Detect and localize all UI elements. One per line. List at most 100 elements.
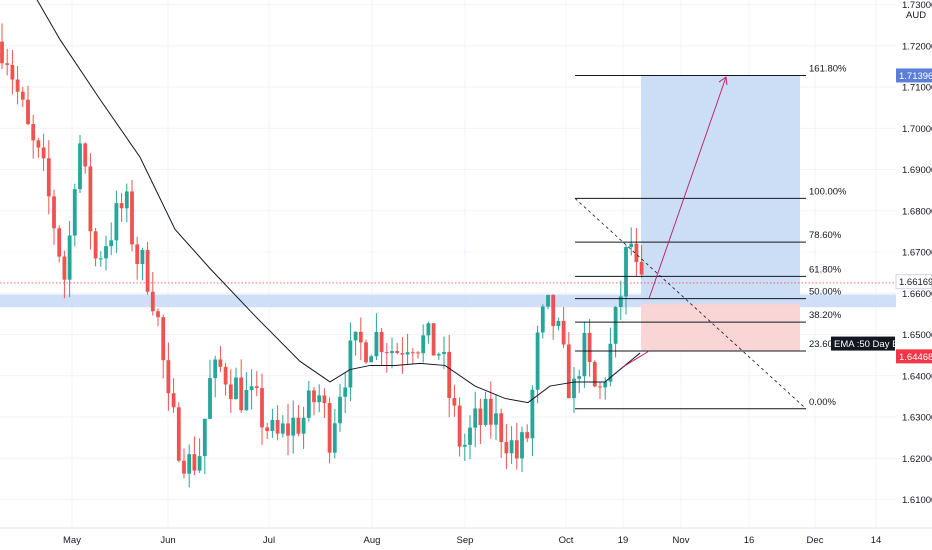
stop-price-value: 1.64468 — [899, 352, 932, 363]
fibonacci-levels[interactable]: 161.80% 100.00% 78.60% 61.80% 50.00% 38.20% 23… — [575, 63, 847, 410]
candle-body — [15, 79, 20, 92]
fib-trend-line — [574, 198, 807, 410]
time-tick-label: Dec — [807, 535, 824, 546]
candle-body — [31, 124, 36, 141]
candle-body — [62, 256, 67, 280]
candle-body — [572, 378, 576, 399]
candle-body — [98, 258, 103, 260]
ema-line — [36, 0, 641, 404]
candle-body — [613, 307, 618, 344]
candle-body — [499, 413, 504, 443]
fib-level-label: 50.00% — [809, 287, 842, 298]
projection-arrow — [648, 76, 727, 299]
time-tick-label: May — [63, 535, 81, 546]
candles — [0, 23, 896, 488]
candle-body — [36, 140, 41, 148]
candle-body — [561, 320, 566, 345]
candle-body — [488, 398, 493, 425]
candle-body — [145, 249, 150, 292]
price-tick-label: 1.63000 — [902, 413, 932, 424]
candle-body — [93, 231, 98, 259]
drawing-zones — [0, 75, 896, 351]
candle-body — [291, 417, 296, 436]
candle-body — [197, 456, 202, 471]
candle-body — [405, 352, 410, 355]
candle-body — [26, 99, 30, 125]
candle-body — [332, 423, 337, 453]
candle-body — [46, 158, 51, 197]
candle-body — [327, 403, 332, 453]
last-price-tag — [895, 274, 932, 290]
target-zone — [641, 75, 800, 304]
price-tick-label: 1.65000 — [902, 330, 932, 341]
candle-body — [72, 189, 77, 236]
time-tick-label: Jul — [263, 535, 275, 546]
candle-body — [57, 228, 62, 257]
candle-body — [182, 460, 186, 474]
candle-body — [457, 405, 462, 447]
ema-pointer-line — [621, 350, 650, 368]
candle-body — [520, 432, 524, 459]
price-tick-label: 1.71000 — [902, 83, 932, 94]
candle-body — [187, 454, 192, 474]
candle-body — [156, 311, 160, 318]
target-price-tag — [896, 68, 932, 83]
candle-body — [504, 442, 509, 454]
fib-level-label: 38.20% — [809, 310, 842, 321]
candle-body — [546, 294, 550, 307]
projection-arrow-head — [718, 76, 728, 86]
candle-body — [390, 351, 394, 354]
candle-body — [343, 387, 348, 397]
candle-body — [426, 323, 431, 336]
candle-body — [540, 306, 545, 333]
candle-body — [104, 246, 108, 259]
candle-body — [384, 352, 389, 354]
stop-zone — [641, 303, 800, 351]
candle-body — [78, 143, 82, 190]
projection-lines — [574, 76, 807, 410]
candle-body — [483, 398, 488, 425]
price-tick-label: 1.70000 — [902, 124, 932, 135]
candle-body — [587, 332, 592, 363]
candle-body — [234, 377, 238, 399]
candle-body — [239, 377, 244, 411]
candle-body — [468, 427, 472, 445]
candle-body — [41, 147, 46, 159]
candle-body — [301, 417, 306, 434]
candle-body — [275, 419, 280, 434]
candle-body — [400, 353, 405, 355]
candle-body — [598, 386, 602, 388]
candle-body — [322, 395, 327, 404]
time-tick-label: 19 — [618, 535, 629, 546]
candle-body — [166, 360, 171, 394]
candle-body — [639, 261, 644, 275]
fib-level-label: 23.60% — [809, 339, 842, 350]
candle-body — [5, 63, 10, 65]
candle-body — [494, 413, 498, 425]
candle-body — [608, 343, 613, 382]
candle-body — [124, 191, 129, 209]
candle-body — [452, 398, 457, 406]
candle-body — [530, 389, 535, 439]
candle-body — [130, 191, 134, 245]
candle-body — [254, 386, 259, 388]
candle-body — [410, 352, 415, 354]
time-axis: May Jun Jul Aug Sep Oct 19 Nov 16 Dec 14 — [0, 527, 932, 546]
price-tick-label: 1.72000 — [902, 41, 932, 52]
candle-body — [592, 362, 597, 387]
candle-body — [525, 432, 530, 439]
candle-body — [369, 356, 374, 363]
candle-body — [312, 390, 316, 403]
price-tick-label: 1.69000 — [902, 165, 932, 176]
candle-body — [192, 454, 197, 471]
fib-level-label: 100.00% — [809, 186, 847, 197]
ema-label-box — [831, 336, 895, 351]
candle-body — [478, 408, 483, 425]
candle-body — [280, 423, 285, 434]
time-tick-label: Aug — [364, 535, 381, 546]
candle-body — [161, 317, 166, 361]
candle-body — [114, 203, 119, 241]
candle-body — [566, 344, 571, 399]
ema-50-day — [36, 0, 641, 404]
